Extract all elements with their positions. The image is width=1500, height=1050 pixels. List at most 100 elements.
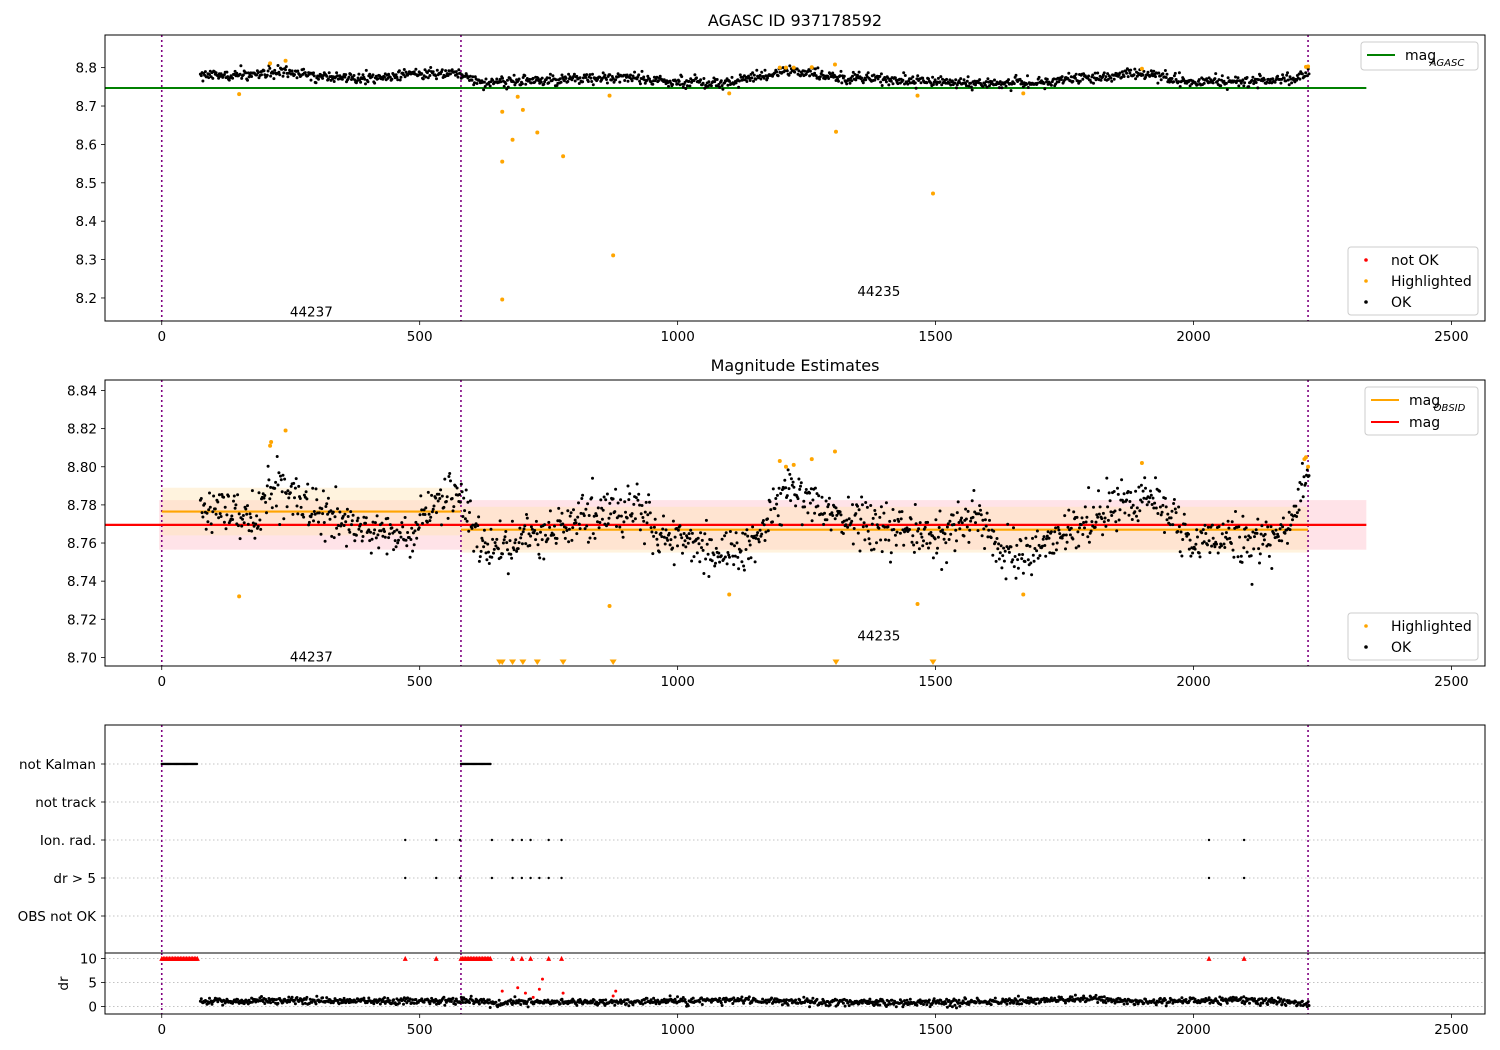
highlighted-point [834, 129, 839, 134]
ok-point [276, 64, 280, 67]
flag-point [529, 838, 532, 842]
ok-point [662, 535, 666, 539]
ok-point [1221, 522, 1225, 526]
ok-point [998, 551, 1002, 555]
dr-point [786, 1003, 790, 1007]
ok-point [523, 524, 527, 528]
ok-point [830, 511, 834, 515]
legend-subscript: OBSID [1434, 403, 1466, 414]
dr-point [815, 997, 819, 1001]
ok-point [302, 515, 306, 519]
ok-point [278, 523, 282, 526]
dr-outlier-point [540, 977, 544, 981]
dr-point [945, 997, 949, 1001]
ok-point [296, 69, 300, 73]
ok-point [1097, 489, 1100, 493]
ok-point [745, 528, 749, 532]
dr-point [1256, 1002, 1260, 1006]
ok-point [546, 537, 550, 541]
ok-point [1197, 78, 1201, 82]
ok-point [884, 538, 887, 542]
ok-point [1273, 80, 1277, 84]
ok-point [938, 80, 942, 84]
ok-point [274, 480, 278, 484]
ok-point [591, 72, 594, 76]
dr-point [453, 999, 457, 1003]
ok-point [727, 553, 731, 557]
ok-point [723, 555, 727, 559]
ok-point [1285, 73, 1289, 77]
dr-point [1219, 1003, 1223, 1006]
dr-point [957, 998, 961, 1002]
ok-point [256, 71, 260, 75]
ok-point [477, 515, 481, 519]
dr-point [469, 994, 473, 998]
y-tick-label: 8.80 [67, 460, 97, 476]
ok-point [359, 80, 363, 84]
ok-point [1079, 523, 1083, 527]
dr-point [770, 996, 774, 1000]
ok-point [873, 509, 877, 512]
ok-point [449, 479, 452, 483]
flag-point [195, 762, 199, 766]
ok-point [244, 507, 248, 511]
ok-point [1060, 536, 1064, 540]
x-tick-label: 2000 [1176, 329, 1210, 345]
ok-point [1220, 532, 1224, 536]
ok-point [1107, 491, 1111, 495]
ok-point [883, 76, 887, 79]
ok-point [325, 502, 329, 506]
ok-point [214, 512, 218, 516]
dr-point [845, 998, 849, 1002]
dr-point [477, 1002, 481, 1006]
ok-point [950, 79, 954, 83]
dr-point [388, 999, 391, 1003]
flag-point [404, 876, 407, 880]
ok-point [1220, 74, 1224, 78]
legend-marker [1364, 300, 1368, 304]
ok-point [492, 547, 496, 551]
ok-point [1210, 544, 1214, 548]
ok-point [851, 70, 855, 74]
ok-point [379, 529, 383, 533]
ok-point [1286, 541, 1289, 545]
ok-point [1159, 78, 1163, 82]
ok-point [509, 552, 513, 556]
ok-point [875, 541, 878, 545]
dr-point [303, 1001, 307, 1005]
flag-point [435, 838, 438, 842]
ok-point [655, 537, 659, 541]
ok-point [285, 505, 289, 509]
ok-point [539, 80, 543, 84]
ok-point [1091, 73, 1095, 77]
ok-point [637, 73, 641, 77]
ok-point [386, 516, 390, 520]
dr-point [1284, 1004, 1288, 1007]
ok-point [976, 529, 980, 533]
ok-point [889, 551, 893, 555]
ok-point [558, 519, 562, 523]
ok-point [466, 500, 470, 504]
highlighted-point [535, 130, 540, 135]
ok-point [530, 527, 534, 531]
dr-point [546, 998, 550, 1002]
ok-point [1145, 503, 1149, 507]
ok-point [412, 543, 416, 547]
ok-point [1244, 526, 1248, 530]
ok-point [390, 526, 394, 530]
ok-point [796, 497, 800, 501]
dr-outlier-point [500, 989, 504, 993]
ok-point [514, 538, 518, 542]
dr-point [301, 1002, 305, 1006]
ok-point [947, 538, 951, 541]
dr-point [731, 1002, 735, 1005]
highlighted-point [727, 91, 732, 96]
ok-point [1154, 476, 1157, 480]
ok-point [983, 547, 987, 550]
ok-point [1249, 554, 1253, 558]
dr-point [443, 1003, 447, 1007]
ok-point [1219, 84, 1223, 88]
ok-point [769, 508, 773, 512]
ok-point [431, 70, 435, 74]
